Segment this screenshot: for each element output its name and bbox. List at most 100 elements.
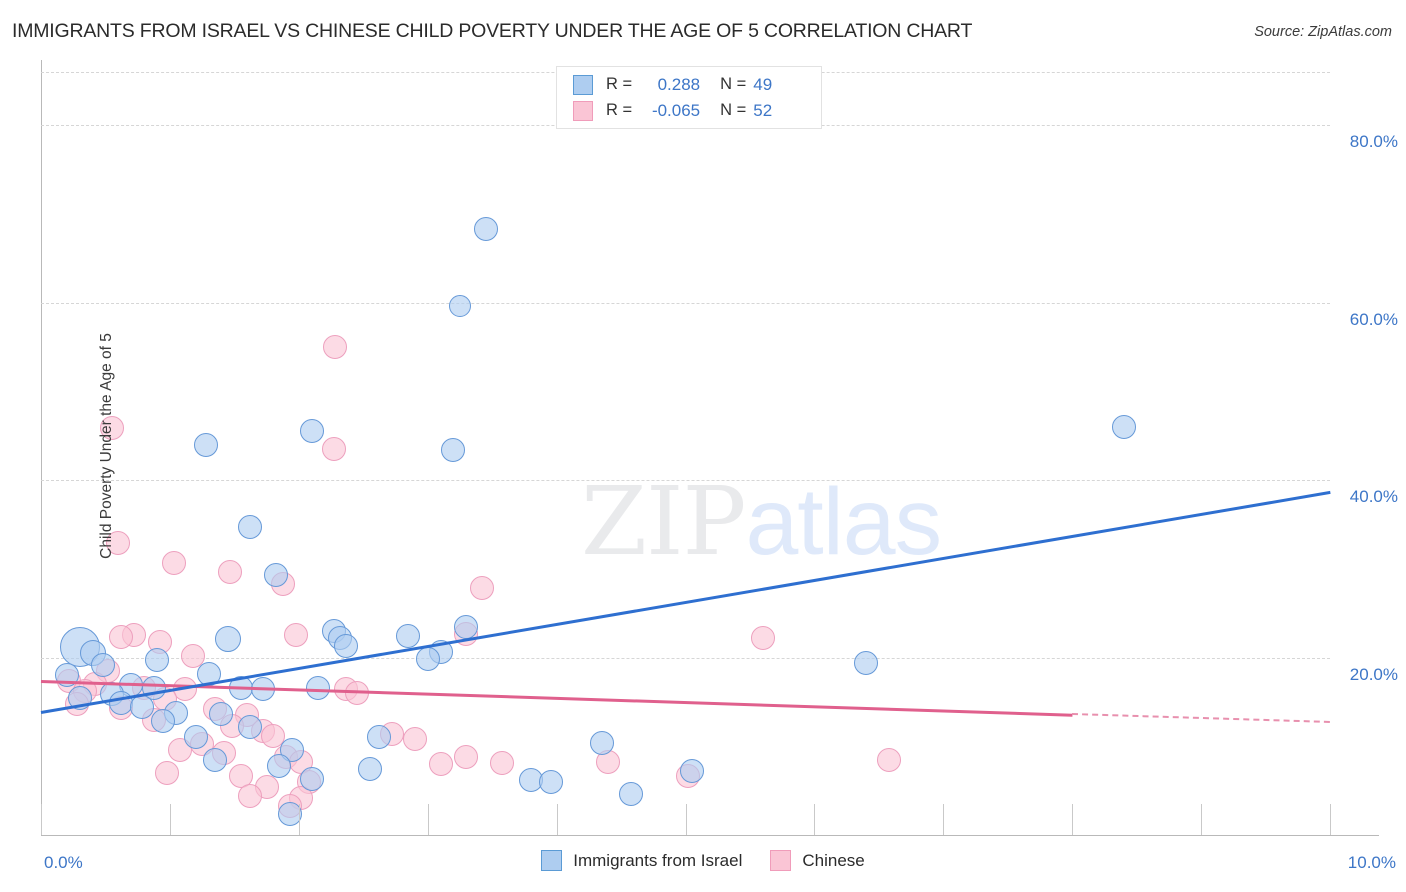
- scatter-point: [203, 747, 227, 772]
- stats-row-chinese: R = -0.065 N = 52: [573, 98, 821, 124]
- y-axis-line: [41, 60, 42, 835]
- scatter-point: [267, 753, 292, 778]
- trend-line-israel: [40, 490, 1331, 714]
- scatter-point: [344, 681, 369, 706]
- x-axis-tick: [1330, 804, 1331, 835]
- scatter-point: [396, 624, 421, 649]
- scatter-point: [454, 614, 479, 639]
- trend-line-chinese-extrapolated: [1072, 713, 1331, 724]
- scatter-point: [490, 751, 515, 776]
- scatter-point: [108, 625, 133, 650]
- scatter-point: [750, 626, 775, 651]
- gridline: [41, 480, 1330, 482]
- scatter-point: [518, 767, 543, 792]
- legend-swatch-chinese: [573, 100, 593, 121]
- legend-swatch-israel: [573, 74, 593, 95]
- scatter-point: [473, 217, 498, 242]
- scatter-point: [877, 748, 902, 773]
- x-axis-tick: [298, 804, 300, 835]
- scatter-point: [441, 437, 466, 462]
- bottom-legend-swatch-chinese: [770, 850, 792, 871]
- scatter-point: [67, 686, 92, 711]
- scatter-point: [106, 531, 131, 556]
- scatter-point: [145, 648, 169, 673]
- scatter-point: [193, 432, 218, 457]
- bottom-legend: Immigrants from Israel Chinese: [0, 850, 1406, 871]
- x-axis-tick: [1072, 804, 1074, 835]
- bottom-legend-item-israel[interactable]: Immigrants from Israel: [541, 850, 742, 871]
- scatter-point: [589, 730, 614, 755]
- scatter-point: [321, 437, 346, 462]
- scatter-point: [209, 702, 234, 727]
- scatter-point: [237, 783, 262, 808]
- scatter-point: [299, 767, 324, 792]
- x-axis-tick: [41, 804, 42, 835]
- y-axis-tick-label: 80.0%: [1349, 132, 1398, 152]
- scatter-point: [99, 415, 124, 440]
- r-label-israel: R =: [606, 75, 633, 93]
- x-axis-tick: [814, 804, 816, 835]
- x-axis-tick: [169, 804, 171, 835]
- scatter-point: [196, 661, 221, 686]
- gridline: [41, 657, 1330, 659]
- watermark: ZIPatlas: [581, 475, 942, 570]
- scatter-point: [250, 677, 275, 702]
- page-title: IMMIGRANTS FROM ISRAEL VS CHINESE CHILD …: [12, 20, 973, 42]
- stats-row-israel: R = 0.288 N = 49: [573, 72, 821, 98]
- r-value-israel: 0.288: [657, 74, 701, 94]
- scatter-point: [129, 695, 154, 720]
- plot-area: ZIPatlas: [40, 72, 1331, 835]
- y-axis-tick-label: 20.0%: [1349, 664, 1398, 684]
- scatter-point: [108, 690, 133, 715]
- x-axis-tick: [1201, 804, 1203, 835]
- scatter-point: [454, 744, 479, 769]
- scatter-point: [1111, 414, 1136, 439]
- scatter-point: [54, 663, 79, 688]
- scatter-point: [415, 647, 440, 672]
- bottom-legend-label-chinese: Chinese: [802, 850, 865, 870]
- x-axis-tick: [685, 804, 687, 835]
- scatter-point: [357, 757, 382, 782]
- scatter-point: [151, 709, 176, 734]
- scatter-point: [237, 515, 262, 540]
- n-value-israel: 49: [753, 74, 773, 94]
- watermark-zip: ZIP: [581, 467, 746, 577]
- scatter-point: [448, 295, 471, 318]
- r-value-chinese: -0.065: [651, 100, 701, 120]
- x-axis-line: [41, 835, 1379, 836]
- scatter-point: [306, 675, 331, 700]
- scatter-point: [402, 727, 427, 752]
- scatter-point: [469, 576, 494, 601]
- y-axis-tick-label: 60.0%: [1349, 309, 1398, 329]
- scatter-point: [90, 652, 115, 677]
- scatter-point: [237, 714, 262, 739]
- scatter-point: [334, 634, 359, 659]
- scatter-point: [853, 650, 878, 675]
- scatter-point: [428, 752, 453, 777]
- watermark-atlas: atlas: [745, 469, 942, 575]
- scatter-point: [322, 335, 347, 360]
- x-axis-max-label: 10.0%: [1347, 853, 1396, 872]
- stats-legend: R = 0.288 N = 49 R = -0.065 N = 52: [556, 66, 822, 129]
- bottom-legend-swatch-israel: [541, 850, 563, 871]
- scatter-point: [173, 677, 198, 702]
- scatter-point: [539, 769, 564, 794]
- n-label-israel: N =: [720, 75, 747, 93]
- scatter-point: [155, 760, 180, 785]
- scatter-point: [161, 550, 186, 575]
- x-axis-min-label: 0.0%: [44, 853, 83, 872]
- r-label-chinese: R =: [606, 101, 633, 119]
- scatter-point: [142, 675, 167, 700]
- scatter-point: [299, 419, 324, 444]
- scatter-point: [183, 725, 208, 750]
- y-axis-tick-label: 40.0%: [1349, 487, 1398, 507]
- bottom-legend-item-chinese[interactable]: Chinese: [770, 850, 865, 871]
- n-label-chinese: N =: [720, 101, 747, 119]
- bottom-legend-label-israel: Immigrants from Israel: [573, 850, 743, 870]
- x-axis-tick: [943, 804, 945, 835]
- scatter-point: [679, 759, 704, 784]
- n-value-chinese: 52: [753, 100, 773, 120]
- scatter-point: [284, 623, 309, 648]
- scatter-point: [277, 801, 302, 826]
